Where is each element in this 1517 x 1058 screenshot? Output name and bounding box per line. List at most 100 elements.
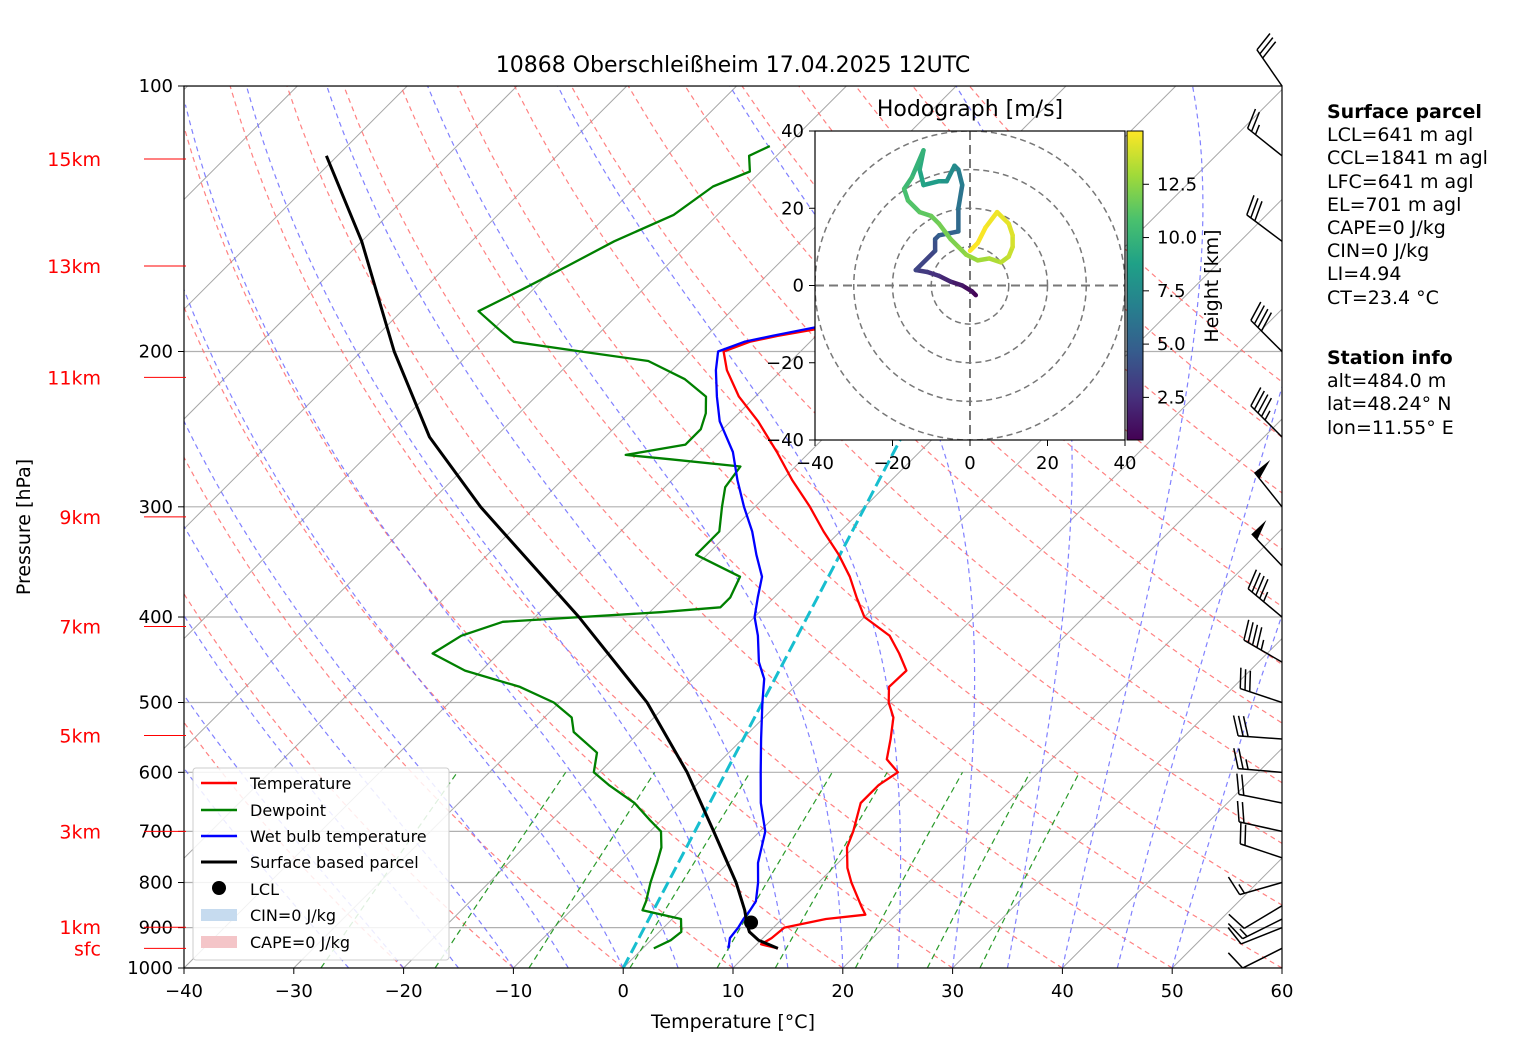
wind-barb-staff: [1247, 588, 1283, 618]
mixing-ratio-line: [774, 771, 888, 968]
lcl-point: [744, 915, 759, 930]
wind-barb-half: [1254, 124, 1261, 135]
y-tick-label: 400: [139, 607, 173, 628]
colorbar-tick-label: 5.0: [1157, 334, 1186, 355]
x-tick-label: 10: [722, 981, 745, 1002]
x-tick-label: −20: [385, 981, 423, 1002]
wind-barb-full: [1236, 773, 1240, 795]
wind-barb-full: [1243, 619, 1250, 641]
wind-barb-flag: [1251, 520, 1267, 540]
hodograph-x-tick-label: −20: [874, 453, 912, 474]
x-tick-label: 20: [831, 981, 854, 1002]
hodograph-segment: [921, 178, 942, 188]
legend-label-cin: CIN=0 J/kg: [250, 906, 336, 925]
wind-barb: [1256, 33, 1283, 87]
wind-barb-staff: [1238, 735, 1283, 740]
isotherm-line: [184, 86, 518, 420]
y-tick-label: 500: [139, 692, 173, 713]
wind-barb-staff: [1242, 918, 1283, 940]
height-marker-label: 9km: [59, 507, 101, 529]
moist-adiabat-line: [184, 288, 624, 968]
wind-barb-full: [1238, 748, 1244, 770]
legend-label-lcl: LCL: [250, 880, 279, 899]
wind-barb: [1246, 195, 1283, 242]
hodograph-segment: [975, 225, 988, 246]
wind-barb: [1227, 926, 1283, 945]
hodograph-y-tick-label: −20: [766, 353, 804, 374]
hodograph-x-tick-label: −40: [796, 453, 834, 474]
moist-adiabat-line: [1061, 86, 1204, 968]
height-marker-label: sfc: [74, 938, 101, 960]
hodograph-segment: [944, 163, 957, 184]
wind-barb-staff: [1238, 767, 1283, 774]
wind-barb-full: [1247, 622, 1254, 643]
wind-barb-full: [1248, 670, 1252, 692]
wind-barb: [1232, 715, 1283, 740]
surface-parcel-panel: Surface parcel LCL=641 m agl CCL=1841 m …: [1327, 101, 1488, 310]
hodograph-segment: [901, 175, 915, 192]
wind-barb-full: [1227, 927, 1242, 945]
dry-adiabat-line: [343, 86, 1173, 968]
station-lon: lon=11.55° E: [1327, 416, 1454, 439]
moist-adiabat-line: [1116, 384, 1282, 968]
isotherm-line: [513, 198, 1282, 968]
wind-barb-full: [1259, 37, 1274, 55]
wind-barb: [1236, 773, 1283, 804]
isotherm-line: [952, 637, 1282, 968]
x-axis-label: Temperature [°C]: [650, 1011, 815, 1033]
hodograph-axes: −40 −20 0 20 40 40 20 0 −20 −40: [766, 121, 1136, 474]
wind-barb: [1227, 876, 1283, 896]
wind-barbs: [1227, 33, 1283, 969]
legend-swatch-cape: [201, 936, 237, 948]
wind-barb-full: [1251, 624, 1259, 646]
moist-adiabat-line: [557, 86, 902, 968]
wind-barb-full: [1227, 922, 1244, 940]
wind-barb-full: [1244, 824, 1247, 846]
isotherm-line: [842, 528, 1282, 968]
wind-barb-staff: [1239, 881, 1283, 896]
wind-barb-staff: [1243, 905, 1283, 930]
x-tick-label: 0: [617, 981, 628, 1002]
wind-barb-full: [1241, 774, 1245, 796]
dry-adiabat-line: [286, 86, 1063, 968]
wind-barb: [1228, 905, 1283, 930]
parcel-li: LI=4.94: [1327, 263, 1402, 286]
colorbar-tick-label: 10.0: [1157, 228, 1197, 249]
mixing-ratio-line: [434, 771, 567, 968]
hodograph-y-tick-label: 0: [793, 276, 804, 297]
wind-barb-full: [1239, 667, 1242, 689]
parcel-ct: CT=23.4 °C: [1327, 286, 1439, 309]
wind-barb-staff: [1240, 843, 1283, 859]
hodograph-trace: [901, 148, 1015, 298]
wind-barb-full: [1241, 802, 1245, 823]
wind-barb-full: [1254, 201, 1263, 222]
hodograph-segment: [967, 240, 980, 253]
colorbar-label: Height [km]: [1201, 229, 1223, 342]
wind-barb-half: [1262, 591, 1269, 602]
wind-barb: [1233, 748, 1283, 774]
wind-barb-full: [1237, 715, 1244, 737]
moist-adiabat-line: [245, 86, 734, 968]
wind-barb: [1253, 459, 1283, 508]
legend-label-cape: CAPE=0 J/kg: [250, 933, 350, 952]
wind-barb-full: [1262, 41, 1277, 59]
wind-barb-full: [1250, 387, 1262, 407]
y-axis-label: Pressure [hPa]: [13, 459, 35, 595]
wind-barb-full: [1228, 913, 1245, 929]
hodograph-colorbar: [1126, 130, 1144, 441]
hodograph-segment: [994, 209, 1011, 226]
hodograph-segment: [905, 198, 922, 215]
wind-barb-full: [1247, 569, 1258, 590]
wind-barb: [1239, 667, 1283, 704]
dry-adiabat-line: [855, 86, 1282, 494]
wind-barb-full: [1257, 394, 1269, 414]
parcel-cape: CAPE=0 J/kg: [1327, 217, 1446, 240]
hodograph-segment: [909, 148, 926, 180]
moist-adiabat-line: [326, 86, 789, 968]
dry-adiabat-line: [184, 124, 844, 968]
x-tick-label: 30: [941, 981, 964, 1002]
parcel-ccl: CCL=1841 m agl: [1327, 147, 1488, 170]
axes: −40 −30 −20 −10 0 10 20 30 40 50 60100200300400500…: [127, 76, 1293, 1002]
isotherm-line: [184, 86, 737, 640]
